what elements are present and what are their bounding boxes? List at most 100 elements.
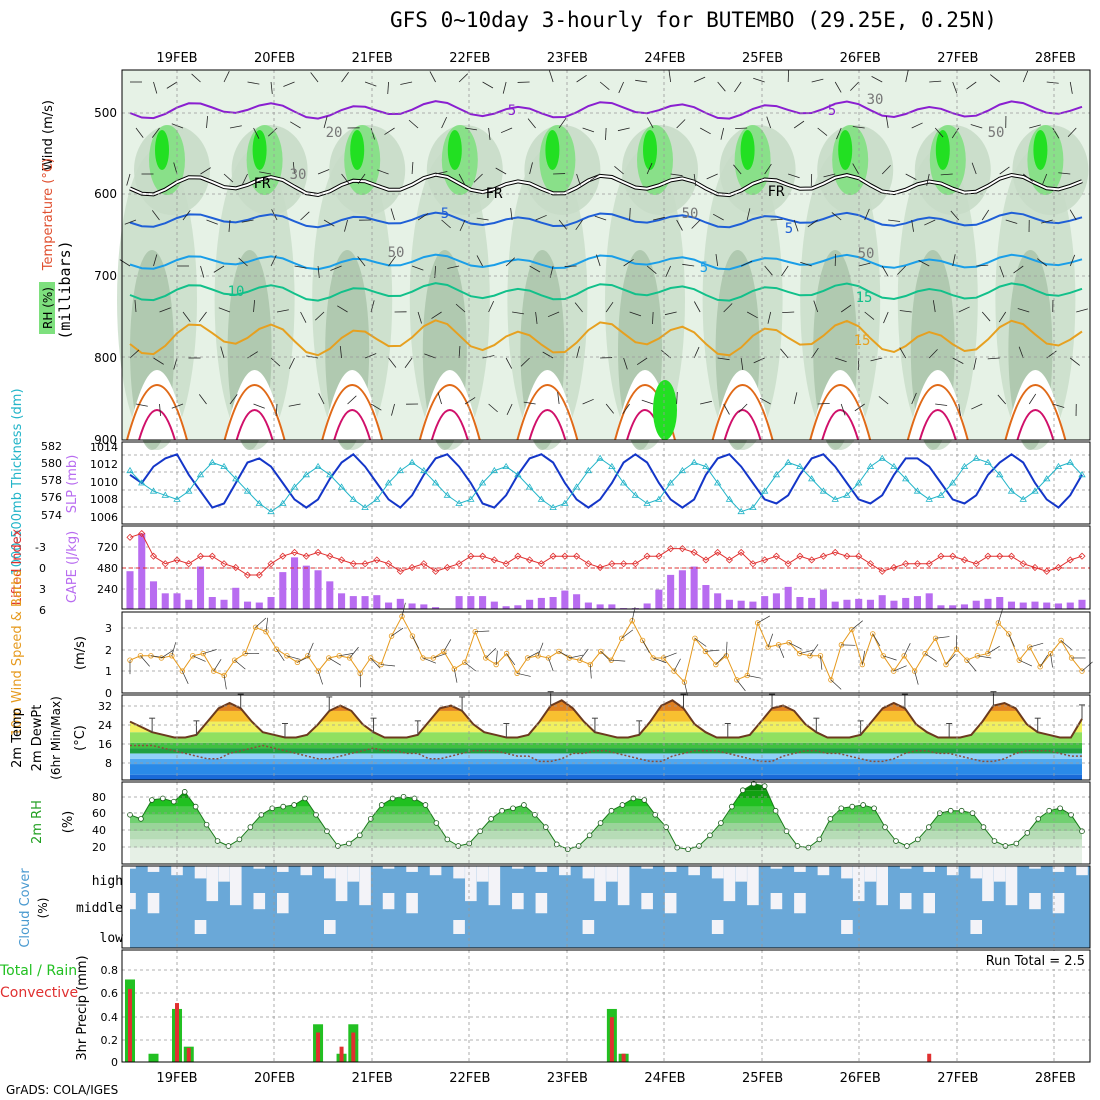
thickness-point xyxy=(643,499,651,506)
cape-bar xyxy=(185,599,193,609)
wind10m-point xyxy=(629,618,635,624)
cloud-cover-cell xyxy=(923,893,936,914)
wind10m-point xyxy=(671,668,677,674)
wind-barb xyxy=(488,127,491,140)
rh2m-point xyxy=(1035,816,1042,822)
wind-barb xyxy=(753,77,765,83)
lifted-index-point xyxy=(420,560,428,568)
wind-barb xyxy=(506,403,513,416)
wind-barb xyxy=(720,127,725,140)
wind-barb xyxy=(400,81,413,85)
wind-barb xyxy=(357,256,366,267)
wind10m-point xyxy=(430,655,437,661)
rh2m-point xyxy=(849,803,856,810)
rh-band xyxy=(130,839,1082,848)
wind10m-barb xyxy=(255,617,267,628)
lifted-index-point xyxy=(267,560,275,568)
wind-barb xyxy=(411,162,414,175)
contour-label: 5 xyxy=(700,260,708,276)
temp-contour-30 xyxy=(235,409,274,441)
rh2m-point xyxy=(893,838,899,844)
wind-barb xyxy=(966,81,977,90)
wind-barb xyxy=(458,73,468,83)
rh2m-point xyxy=(149,797,155,803)
wind-barb xyxy=(283,81,295,87)
wind-barb xyxy=(897,265,906,275)
cloud-cover-cell xyxy=(876,893,888,906)
thickness-point xyxy=(596,454,604,461)
cape-bar xyxy=(208,597,216,609)
precip-conv-bar xyxy=(316,1032,321,1062)
wind-barb xyxy=(831,212,842,221)
contour-label: FR xyxy=(768,184,785,200)
rh2m-point xyxy=(181,789,188,795)
wind-barb xyxy=(576,74,587,83)
cape-bar xyxy=(984,598,992,609)
temp-band xyxy=(130,774,1082,780)
wind-barb xyxy=(267,127,278,137)
cape-bar xyxy=(702,585,710,609)
wind-barb xyxy=(823,173,836,178)
thickness-point xyxy=(126,466,134,474)
cloud-cover-cell xyxy=(641,866,653,869)
temp-contour-30 xyxy=(333,409,372,441)
temp-band xyxy=(130,721,1082,733)
wind10m-barb xyxy=(286,655,301,660)
wind-barb xyxy=(864,208,870,221)
cloud-cover-cell xyxy=(253,866,266,869)
wind-barb xyxy=(646,162,653,175)
cape-panel-frame xyxy=(121,525,1091,610)
wind-barb xyxy=(441,116,448,129)
precip-tick: 0.6 xyxy=(101,987,119,1000)
thickness-ylabel: 1000-500mb Thickness (dm) xyxy=(10,388,25,575)
cape-bar xyxy=(561,590,569,609)
cape-bar xyxy=(1007,601,1016,609)
wind10m-barb xyxy=(652,657,667,664)
wind-barb xyxy=(1076,308,1088,313)
wind-barb xyxy=(971,162,977,175)
rh2m-point xyxy=(433,820,440,826)
rh2m-point xyxy=(783,828,790,834)
cape-bar xyxy=(808,597,816,609)
temp-contour-25 xyxy=(418,384,481,441)
cloud-cover-cell xyxy=(406,866,418,872)
wind-barb xyxy=(614,165,624,175)
wind10m-point xyxy=(1058,637,1064,644)
cloud-cover-cell xyxy=(711,920,724,934)
lifted-index-point xyxy=(1043,567,1051,575)
precip-ylabel: 3hr Precip (mm) xyxy=(75,955,90,1060)
wind-barb xyxy=(223,71,230,83)
thickness-point xyxy=(678,466,687,474)
cape-bar xyxy=(255,602,263,609)
wind-barb xyxy=(759,397,771,405)
cloud-cover-cell xyxy=(229,866,242,893)
cape-bar xyxy=(138,533,146,609)
cloud-cover-cell xyxy=(582,866,595,879)
precip-total-ylabel: Total / Rain xyxy=(0,963,77,979)
lifted-index-point xyxy=(232,563,240,572)
wind-barb xyxy=(458,346,461,359)
cloud-cover-cell xyxy=(1029,866,1041,869)
wind10m-barb xyxy=(611,659,626,662)
wind-barb xyxy=(1052,403,1065,408)
temp2m-ylabel: 2m Temp xyxy=(10,708,25,768)
cloud-cover-cell xyxy=(194,866,207,879)
lifted-index-point xyxy=(502,560,510,568)
lifted-index-point xyxy=(808,556,816,564)
wind-barb xyxy=(290,121,301,129)
thickness-point xyxy=(443,491,452,498)
rh2m-point xyxy=(521,802,527,808)
rh2m-point xyxy=(1057,805,1063,812)
wind-barb xyxy=(999,166,1010,175)
wind-barb xyxy=(253,127,260,139)
wind10m-barb xyxy=(705,649,720,652)
cloud-cover-cell xyxy=(664,866,677,872)
wind-barb xyxy=(746,311,758,319)
wind10m-barb xyxy=(548,657,554,672)
wind10m-point xyxy=(1006,631,1012,637)
cloud-cover-cell xyxy=(582,920,595,934)
rh-contour-blob xyxy=(653,380,677,440)
rh2m-tick: 40 xyxy=(92,824,106,837)
wind-barb xyxy=(858,262,871,267)
cloud-cover-cell xyxy=(606,866,618,882)
